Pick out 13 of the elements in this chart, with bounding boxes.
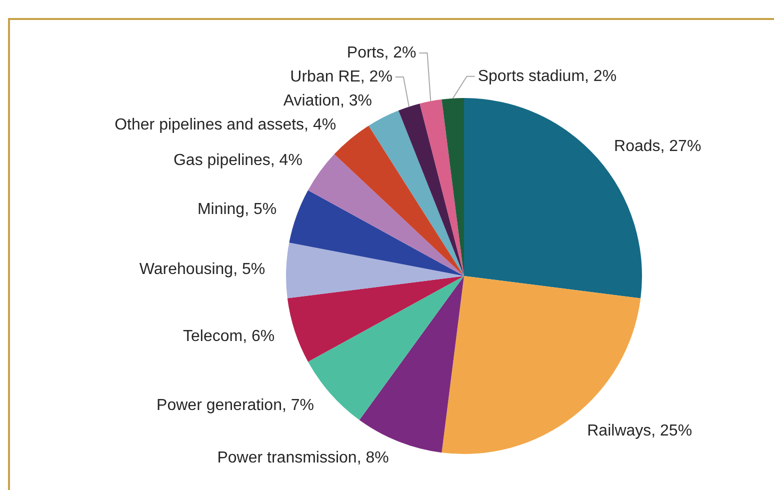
- slice-label: Other pipelines and assets, 4%: [114, 116, 336, 134]
- slice-label: Ports, 2%: [346, 44, 416, 62]
- slice-label: Railways, 25%: [587, 422, 692, 440]
- slice-label: Gas pipelines, 4%: [173, 152, 302, 170]
- slice-label: Power generation, 7%: [156, 397, 314, 414]
- slice-label: Power transmission, 8%: [217, 450, 389, 467]
- slice-label: Sports stadium, 2%: [478, 68, 617, 85]
- slice-label: Telecom, 6%: [183, 328, 275, 345]
- slice-label: Urban RE, 2%: [290, 68, 392, 86]
- slice-label: Mining, 5%: [197, 201, 277, 218]
- slice-label: Roads, 27%: [614, 138, 702, 155]
- slice-label: Aviation, 3%: [283, 92, 372, 110]
- slice-label: Warehousing, 5%: [139, 261, 266, 278]
